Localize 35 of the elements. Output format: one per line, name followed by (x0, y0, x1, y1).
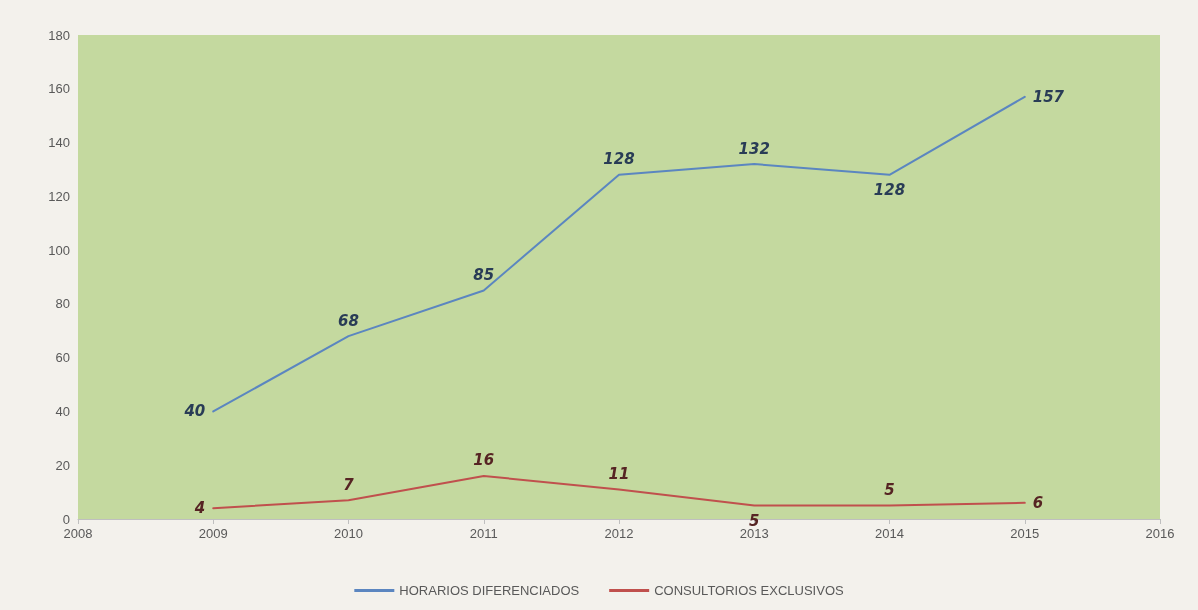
legend-label: HORARIOS DIFERENCIADOS (399, 583, 580, 598)
y-tick-label: 20 (55, 457, 70, 473)
x-tick-label: 2014 (875, 526, 904, 541)
x-tick-label: 2011 (469, 526, 498, 541)
y-tick-label: 100 (48, 242, 70, 258)
data-label: 157 (1032, 87, 1065, 106)
data-label: 5 (884, 481, 895, 500)
data-label: 7 (343, 475, 355, 494)
y-tick-label: 180 (48, 27, 70, 43)
x-tick-label: 2008 (63, 526, 93, 541)
x-tick-label: 2012 (604, 526, 634, 541)
data-label: 16 (473, 451, 495, 470)
data-label: 128 (603, 150, 635, 169)
legend-label: CONSULTORIOS EXCLUSIVOS (654, 583, 845, 598)
y-tick-label: 160 (48, 81, 70, 97)
x-tick-label: 2016 (1145, 526, 1175, 541)
data-label: 40 (183, 402, 206, 421)
x-tick-label: 2010 (334, 526, 363, 541)
data-label: 4 (193, 499, 206, 518)
data-label: 132 (738, 139, 770, 158)
y-tick-label: 120 (48, 188, 70, 204)
data-label: 11 (608, 464, 630, 483)
x-tick-label: 2009 (198, 526, 228, 541)
y-tick-label: 140 (48, 135, 70, 151)
data-label: 68 (338, 311, 359, 330)
y-tick-label: 0 (62, 511, 70, 527)
y-tick-label: 80 (55, 296, 70, 312)
y-tick-label: 40 (55, 403, 70, 419)
x-tick-label: 2015 (1010, 526, 1040, 541)
y-tick-label: 60 (55, 350, 70, 366)
x-tick-label: 2013 (739, 526, 769, 541)
line-series (212, 95, 1026, 413)
data-label: 128 (873, 181, 906, 200)
data-label: 85 (473, 265, 495, 284)
data-label: 6 (1032, 493, 1044, 512)
